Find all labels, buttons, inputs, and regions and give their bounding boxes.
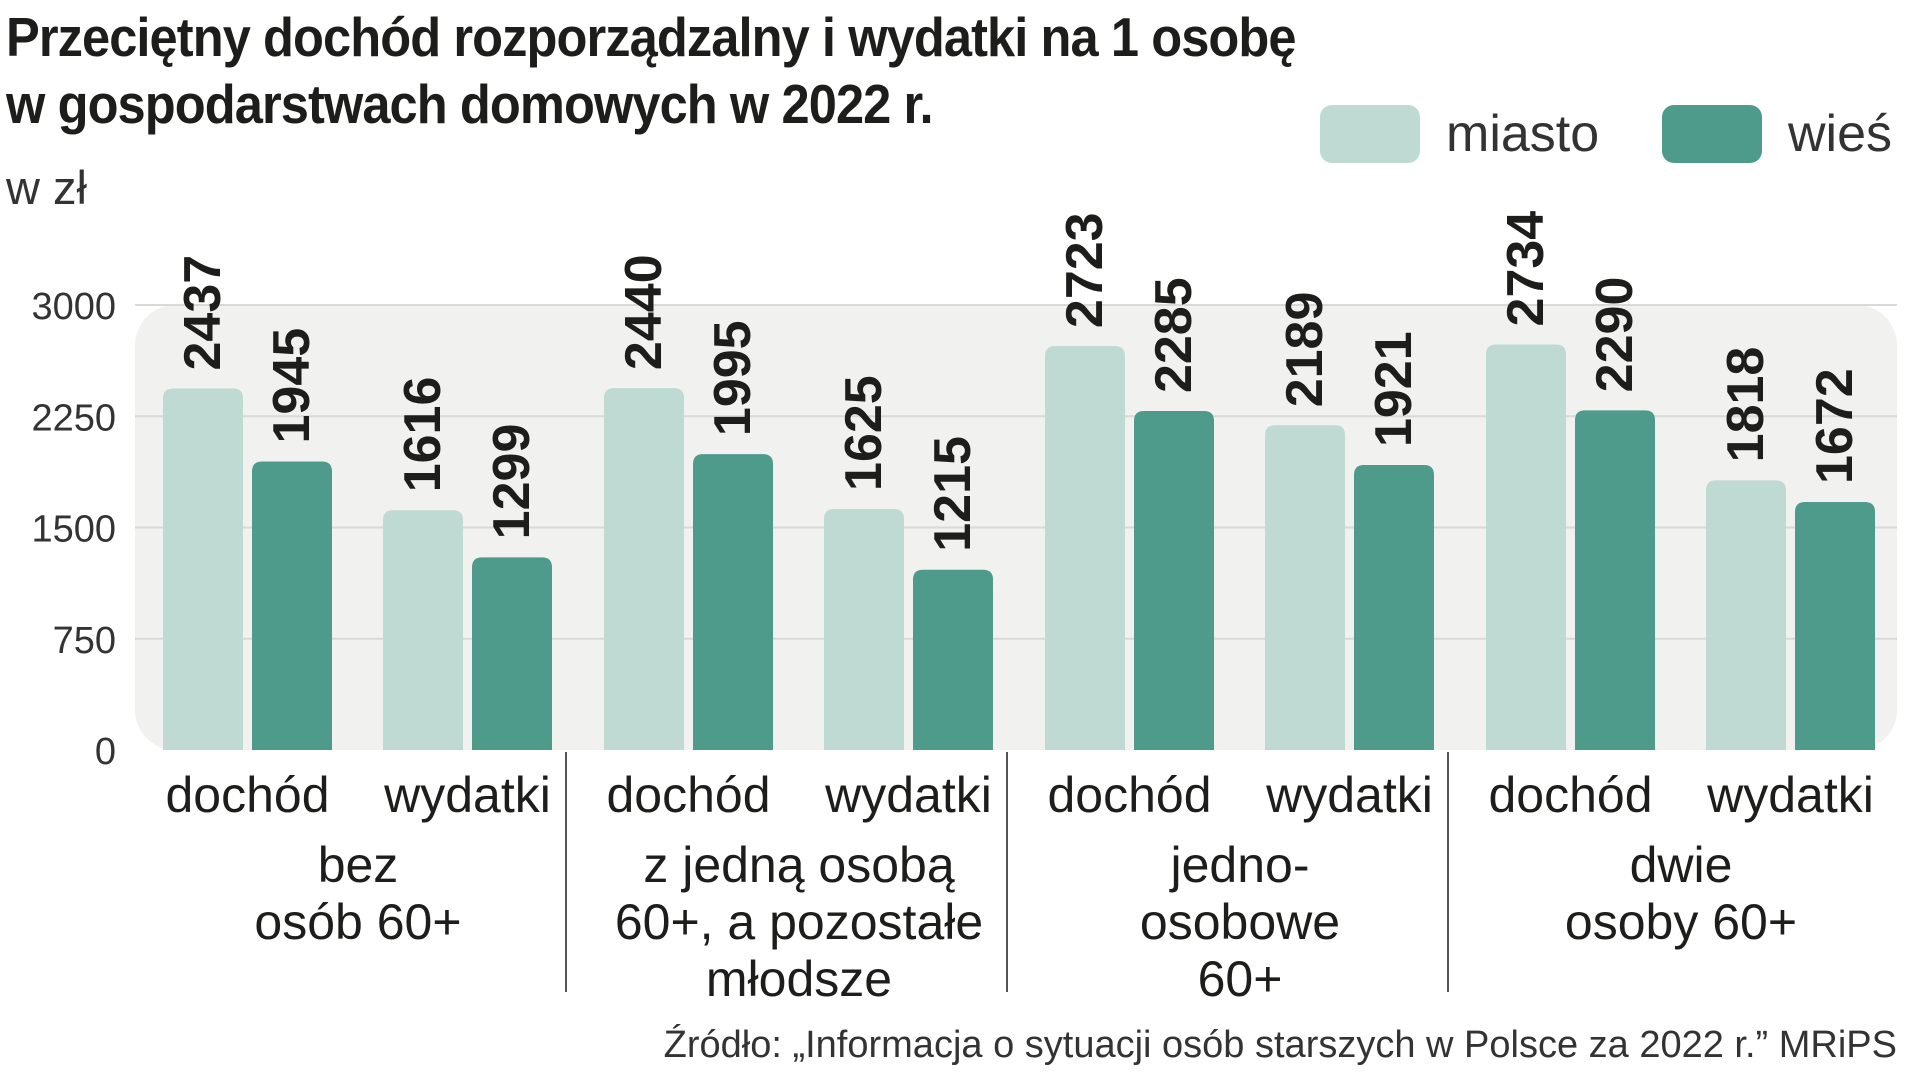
y-tick-label: 750 [53,620,116,662]
bar-wieś [1134,411,1214,750]
group-label-line: 60+ [1198,951,1283,1007]
unit-label: w zł [6,161,87,214]
bar-wieś [252,461,332,750]
bar-value-label: 1616 [394,377,452,493]
bar-value-label: 2437 [174,255,232,371]
category-label: dochód [606,767,770,823]
legend-label-wies: wieś [1788,105,1893,163]
group-label-line: z jedną osobą [643,837,955,893]
legend-item-miasto: miasto [1320,104,1599,164]
category-label: dochód [1047,767,1211,823]
bar-miasto [163,388,243,750]
group-label-line: młodsze [706,951,892,1007]
bar-miasto [1486,344,1566,750]
y-tick-label: 2250 [31,397,116,439]
category-label: wydatki [383,767,551,823]
group-label-line: 60+, a pozostałe [615,894,983,950]
bar-value-label: 2723 [1056,212,1114,328]
bar-miasto [1706,480,1786,750]
bar-wieś [472,557,552,750]
bar-value-label: 1945 [263,328,321,444]
bar-chart: 0 750 1500 2250 3000 2437 1945 dochód 1616 1299 wy… [31,211,1897,1007]
bar-miasto [604,388,684,750]
bar-miasto [824,508,904,750]
y-tick-label: 1500 [31,509,116,551]
bar-value-label: 1215 [924,436,982,552]
chart-title-line-2: w gospodarstwach domowych w 2022 r. [6,73,934,135]
bar-value-label: 2285 [1145,277,1203,393]
category-label: wydatki [1706,767,1874,823]
y-tick-label: 3000 [31,286,116,328]
bar-wieś [693,454,773,750]
group-label-line: osoby 60+ [1565,894,1797,950]
bar-value-label: 2189 [1276,292,1334,408]
bar-value-label: 2290 [1586,277,1644,393]
legend-swatch-miasto [1320,105,1420,163]
group-label-line: osób 60+ [254,894,461,950]
group-label-line: jedno- [1169,837,1310,893]
legend-swatch-wies [1662,105,1762,163]
chart-title: Przeciętny dochód rozporządzalny i wydat… [6,4,1297,138]
source-note: Źródło: „Informacja o sytuacji osób star… [663,1024,1897,1066]
category-label: wydatki [1265,767,1433,823]
chart-title-line-1: Przeciętny dochód rozporządzalny i wydat… [6,6,1297,68]
bar-wieś [913,569,993,750]
bar-wieś [1795,501,1875,750]
bar-value-label: 2734 [1497,211,1555,327]
bar-wieś [1575,410,1655,750]
category-label: wydatki [824,767,992,823]
bar-value-label: 1921 [1365,331,1423,447]
y-tick-label: 0 [95,731,116,773]
group-label-line: osobowe [1140,894,1340,950]
category-label: dochód [1488,767,1652,823]
bar-value-label: 1672 [1806,368,1864,484]
bar-miasto [1265,425,1345,750]
bar-miasto [1045,346,1125,750]
bar-value-label: 1818 [1717,347,1775,463]
bar-value-label: 2440 [615,254,673,370]
bar-value-label: 1625 [835,375,893,491]
bar-value-label: 1299 [483,424,541,540]
bar-wieś [1354,465,1434,750]
group-label-line: bez [318,837,399,893]
legend-label-miasto: miasto [1446,105,1600,163]
group-label-line: dwie [1630,837,1733,893]
category-label: dochód [165,767,329,823]
bar-value-label: 1995 [704,320,762,436]
bar-miasto [383,510,463,750]
legend-item-wies: wieś [1662,104,1892,164]
